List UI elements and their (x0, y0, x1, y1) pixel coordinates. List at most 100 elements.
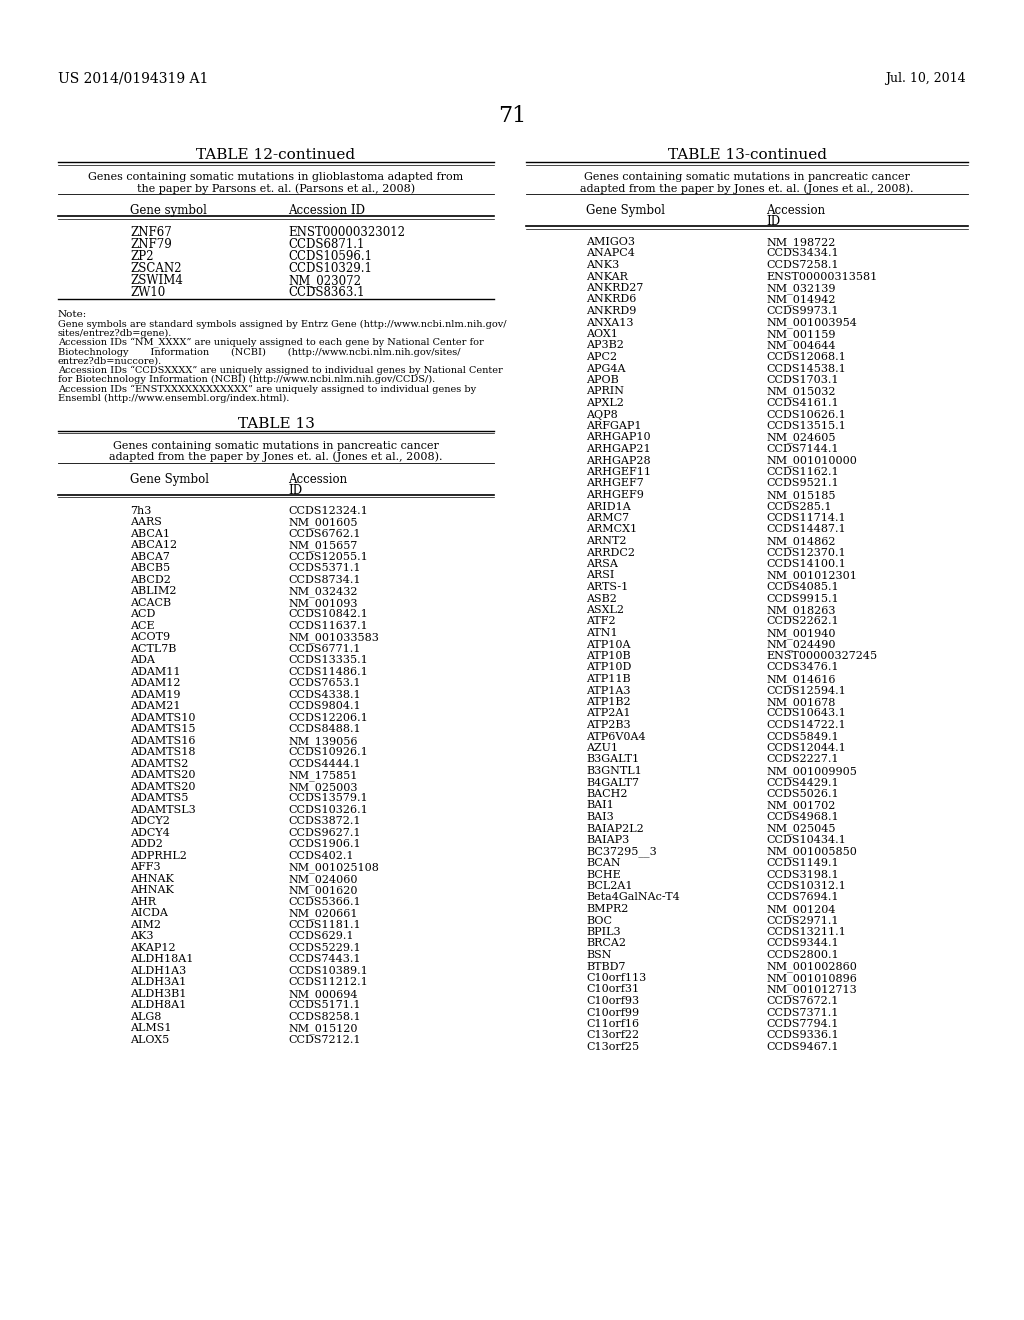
Text: CCDS12206.1: CCDS12206.1 (288, 713, 368, 723)
Text: C13orf25: C13orf25 (586, 1041, 639, 1052)
Text: Beta4GalNAc-T4: Beta4GalNAc-T4 (586, 892, 680, 903)
Text: ARHGAP21: ARHGAP21 (586, 444, 650, 454)
Text: AP3B2: AP3B2 (586, 341, 624, 351)
Text: ARHGAP28: ARHGAP28 (586, 455, 650, 466)
Text: ARTS-1: ARTS-1 (586, 582, 629, 591)
Text: CCDS1703.1: CCDS1703.1 (766, 375, 839, 385)
Text: C10orf93: C10orf93 (586, 997, 639, 1006)
Text: CCDS11714.1: CCDS11714.1 (766, 513, 846, 523)
Text: ANKRD9: ANKRD9 (586, 306, 636, 315)
Text: BAIAP2L2: BAIAP2L2 (586, 824, 644, 833)
Text: CCDS12594.1: CCDS12594.1 (766, 685, 846, 696)
Text: NM_014616: NM_014616 (766, 675, 836, 685)
Text: 71: 71 (498, 106, 526, 127)
Text: CCDS10389.1: CCDS10389.1 (288, 966, 368, 975)
Text: CCDS11486.1: CCDS11486.1 (288, 667, 368, 677)
Text: ANAPC4: ANAPC4 (586, 248, 635, 259)
Text: BCAN: BCAN (586, 858, 621, 869)
Text: ARSA: ARSA (586, 558, 617, 569)
Text: NM_001620: NM_001620 (288, 886, 357, 896)
Text: Accession IDs “ENSTXXXXXXXXXXXX” are uniquely assigned to individual genes by: Accession IDs “ENSTXXXXXXXXXXXX” are uni… (58, 384, 476, 393)
Text: ATP11B: ATP11B (586, 675, 631, 684)
Text: Accession: Accession (766, 205, 825, 216)
Text: CCDS8258.1: CCDS8258.1 (288, 1012, 360, 1022)
Text: CCDS8363.1: CCDS8363.1 (288, 286, 365, 300)
Text: C10orf113: C10orf113 (586, 973, 646, 983)
Text: CCDS7694.1: CCDS7694.1 (766, 892, 839, 903)
Text: NM_000694: NM_000694 (288, 989, 357, 999)
Text: CCDS14538.1: CCDS14538.1 (766, 363, 846, 374)
Text: CCDS7212.1: CCDS7212.1 (288, 1035, 360, 1045)
Text: NM_001159: NM_001159 (766, 329, 836, 339)
Text: Biotechnology       Information       (NCBI)       (http://www.ncbi.nlm.nih.gov/: Biotechnology Information (NCBI) (http:/… (58, 347, 461, 356)
Text: ZNF67: ZNF67 (130, 226, 172, 239)
Text: CCDS10596.1: CCDS10596.1 (288, 249, 372, 263)
Text: CCDS7653.1: CCDS7653.1 (288, 678, 360, 688)
Text: NM_001025108: NM_001025108 (288, 862, 379, 873)
Text: NM_001005850: NM_001005850 (766, 846, 857, 857)
Text: CCDS4161.1: CCDS4161.1 (766, 399, 839, 408)
Text: ABCA7: ABCA7 (130, 552, 170, 562)
Text: CCDS5849.1: CCDS5849.1 (766, 731, 839, 742)
Text: CCDS9344.1: CCDS9344.1 (766, 939, 839, 949)
Text: CCDS7144.1: CCDS7144.1 (766, 444, 839, 454)
Text: ATP2B3: ATP2B3 (586, 719, 631, 730)
Text: ADAMTS2: ADAMTS2 (130, 759, 188, 768)
Text: Genes containing somatic mutations in glioblastoma adapted from: Genes containing somatic mutations in gl… (88, 172, 464, 182)
Text: NM_198722: NM_198722 (766, 238, 836, 248)
Text: APG4A: APG4A (586, 363, 626, 374)
Text: ALDH18A1: ALDH18A1 (130, 954, 194, 965)
Text: NM_018263: NM_018263 (766, 605, 836, 615)
Text: CCDS4429.1: CCDS4429.1 (766, 777, 839, 788)
Text: CCDS402.1: CCDS402.1 (288, 851, 353, 861)
Text: C10orf31: C10orf31 (586, 985, 639, 994)
Text: ADPRHL2: ADPRHL2 (130, 851, 186, 861)
Text: CCDS3872.1: CCDS3872.1 (288, 816, 360, 826)
Text: CCDS14722.1: CCDS14722.1 (766, 719, 846, 730)
Text: ARMC7: ARMC7 (586, 513, 629, 523)
Text: BPIL3: BPIL3 (586, 927, 621, 937)
Text: AQP8: AQP8 (586, 409, 617, 420)
Text: NM_024605: NM_024605 (766, 433, 836, 444)
Text: ADAMTS15: ADAMTS15 (130, 725, 196, 734)
Text: Accession ID: Accession ID (288, 205, 365, 216)
Text: APC2: APC2 (586, 352, 617, 362)
Text: NM_001940: NM_001940 (766, 628, 836, 639)
Text: NM_015120: NM_015120 (288, 1023, 357, 1034)
Text: NM_032432: NM_032432 (288, 586, 357, 597)
Text: CCDS4338.1: CCDS4338.1 (288, 690, 360, 700)
Text: Accession IDs “CCDSXXXX” are uniquely assigned to individual genes by National C: Accession IDs “CCDSXXXX” are uniquely as… (58, 366, 503, 375)
Text: CCDS2971.1: CCDS2971.1 (766, 916, 839, 925)
Text: ACE: ACE (130, 620, 155, 631)
Text: sites/entrez?db=gene).: sites/entrez?db=gene). (58, 329, 172, 338)
Text: ALDH8A1: ALDH8A1 (130, 1001, 186, 1010)
Text: BC37295__3: BC37295__3 (586, 846, 656, 857)
Text: NM_001678: NM_001678 (766, 697, 836, 708)
Text: CCDS5366.1: CCDS5366.1 (288, 896, 360, 907)
Text: ADAMTSL3: ADAMTSL3 (130, 805, 196, 814)
Text: CCDS12055.1: CCDS12055.1 (288, 552, 368, 562)
Text: CCDS10434.1: CCDS10434.1 (766, 836, 846, 845)
Text: CCDS4968.1: CCDS4968.1 (766, 812, 839, 822)
Text: adapted from the paper by Jones et. al. (Jones et al., 2008).: adapted from the paper by Jones et. al. … (110, 451, 442, 462)
Text: NM_015032: NM_015032 (766, 387, 836, 397)
Text: CCDS10842.1: CCDS10842.1 (288, 610, 368, 619)
Text: Accession IDs “NM_XXXX” are uniquely assigned to each gene by National Center fo: Accession IDs “NM_XXXX” are uniquely ass… (58, 338, 483, 348)
Text: CCDS6771.1: CCDS6771.1 (288, 644, 360, 653)
Text: CCDS7443.1: CCDS7443.1 (288, 954, 360, 965)
Text: AFF3: AFF3 (130, 862, 161, 873)
Text: CCDS3476.1: CCDS3476.1 (766, 663, 839, 672)
Text: CCDS9915.1: CCDS9915.1 (766, 594, 839, 603)
Text: BTBD7: BTBD7 (586, 961, 626, 972)
Text: CCDS11637.1: CCDS11637.1 (288, 620, 368, 631)
Text: NM_014942: NM_014942 (766, 294, 836, 305)
Text: BACH2: BACH2 (586, 789, 628, 799)
Text: ASXL2: ASXL2 (586, 605, 624, 615)
Text: ANKRD6: ANKRD6 (586, 294, 636, 305)
Text: CCDS6762.1: CCDS6762.1 (288, 529, 360, 539)
Text: ABLIM2: ABLIM2 (130, 586, 176, 597)
Text: NM_001012301: NM_001012301 (766, 570, 857, 581)
Text: ADA: ADA (130, 655, 155, 665)
Text: ARNT2: ARNT2 (586, 536, 627, 546)
Text: Jul. 10, 2014: Jul. 10, 2014 (886, 73, 966, 84)
